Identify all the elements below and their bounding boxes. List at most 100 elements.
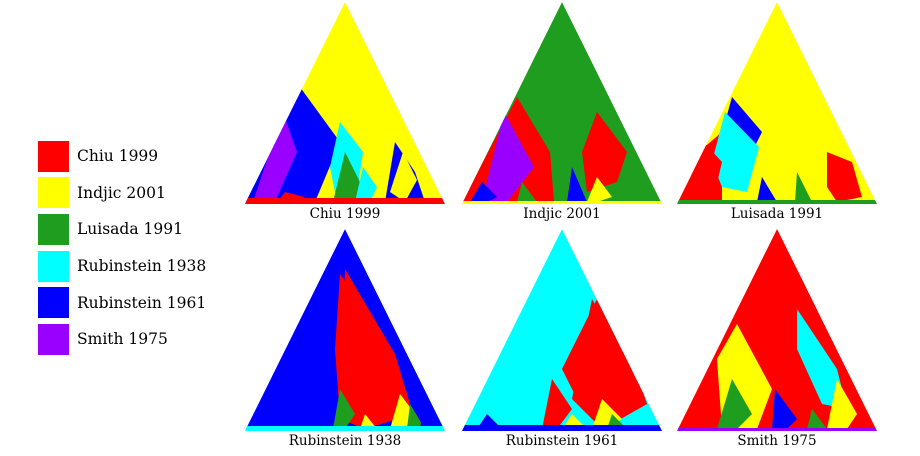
scape-noise [582, 425, 586, 431]
scape-noise [397, 198, 401, 204]
scape-region [587, 177, 612, 202]
scape-noise [289, 426, 293, 431]
scape-noise [873, 200, 877, 204]
scape-noise [554, 425, 558, 431]
scape-noise [269, 198, 273, 204]
scape-noise [482, 201, 486, 204]
scape-noise [737, 428, 741, 431]
scape-noise [578, 201, 582, 204]
scape-noise [610, 425, 614, 431]
scape-noise [550, 201, 554, 204]
scape-noise [713, 428, 717, 431]
scape-noise [805, 200, 809, 204]
scape-noise [369, 426, 373, 431]
scape-noise [325, 426, 329, 431]
scape-noise [598, 425, 602, 431]
scape-noise [630, 201, 634, 204]
scape-noise [634, 201, 638, 204]
scape-noise [273, 198, 277, 204]
scape-noise [554, 201, 558, 204]
scape-noise [685, 428, 689, 431]
scape-noise [490, 425, 494, 431]
scape-noise [494, 201, 498, 204]
scape-region [253, 112, 297, 202]
panel-title: Indjic 2001 [523, 206, 601, 222]
panel-title: Smith 1975 [737, 433, 817, 449]
scape-noise [249, 198, 253, 204]
scape-noise [478, 201, 482, 204]
scape-noise [273, 426, 277, 431]
scape-noise [769, 428, 773, 431]
scape-noise [654, 201, 658, 204]
scape-noise [729, 200, 733, 204]
scape-noise [502, 201, 506, 204]
scape-noise [381, 426, 385, 431]
scape-noise [293, 198, 297, 204]
scape-noise [717, 428, 721, 431]
scape-noise [697, 200, 701, 204]
scape-noise [869, 200, 873, 204]
scape-region [712, 112, 759, 192]
scape-noise [333, 198, 337, 204]
scape-region [562, 299, 647, 424]
scape-noise [638, 201, 642, 204]
scape-noise [421, 426, 425, 431]
scape-noise [329, 198, 333, 204]
scape-noise [349, 198, 353, 204]
panel-luisada-1991: Luisada 1991 [677, 2, 877, 222]
scape-noise [474, 201, 478, 204]
scape-noise [385, 198, 389, 204]
scape-noise [773, 428, 777, 431]
scape-noise [646, 425, 650, 431]
scape-noise [401, 198, 405, 204]
scape-region [827, 152, 862, 202]
scape-noise [437, 198, 441, 204]
legend-label: Luisada 1991 [77, 220, 183, 239]
scape-noise [309, 426, 313, 431]
scape-noise [518, 425, 522, 431]
scape-noise [297, 198, 301, 204]
scape-noise [425, 426, 429, 431]
scape-noise [853, 200, 857, 204]
scape-noise [757, 200, 761, 204]
scape-noise [466, 201, 470, 204]
scape-noise [377, 198, 381, 204]
scape-noise [441, 426, 445, 431]
scape-noise [425, 198, 429, 204]
scape-noise [586, 425, 590, 431]
scape-noise [429, 198, 433, 204]
scape-noise [333, 426, 337, 431]
legend-swatch [38, 213, 69, 245]
scape-noise [689, 428, 693, 431]
scape-noise [401, 426, 405, 431]
scape-noise [514, 425, 518, 431]
scape-noise [606, 201, 610, 204]
scape-noise [305, 426, 309, 431]
scape-noise [837, 200, 841, 204]
scape-noise [861, 428, 865, 431]
scape-noise [337, 198, 341, 204]
scape-noise [261, 426, 265, 431]
scape-noise [693, 428, 697, 431]
scape-noise [797, 428, 801, 431]
scape-noise [462, 425, 466, 431]
scape-noise [538, 201, 542, 204]
scape-noise [642, 201, 646, 204]
scape-noise [861, 200, 865, 204]
scape-region [355, 167, 377, 202]
scape-noise [785, 428, 789, 431]
scape-region [687, 137, 722, 197]
scape-noise [321, 198, 325, 204]
scape-noise [681, 428, 685, 431]
scape-region [772, 389, 797, 429]
scape-noise [341, 198, 345, 204]
scape-noise [745, 200, 749, 204]
scape-noise [761, 200, 765, 204]
scape-noise [289, 198, 293, 204]
scape-noise [626, 201, 630, 204]
scape-region [517, 182, 537, 202]
scape-noise [417, 426, 421, 431]
scape-noise [789, 428, 793, 431]
scape-noise [261, 198, 265, 204]
scape-noise [518, 201, 522, 204]
